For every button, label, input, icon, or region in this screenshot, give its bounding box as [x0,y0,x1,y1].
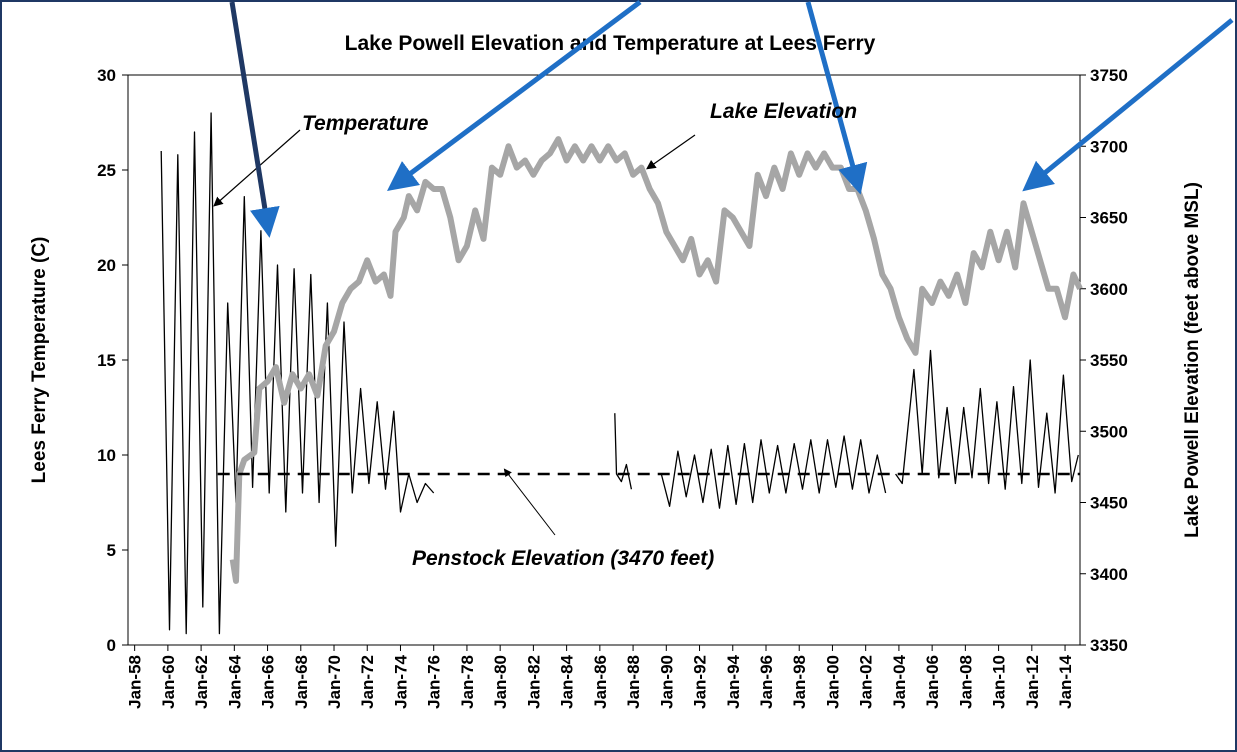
plot-area: 0 5 10 15 20 25 30 3350 3400 3450 3500 3550 3600 3650… [97,66,1128,709]
x-tick-label: Jan-66 [259,655,278,709]
penstock-annotation: Penstock Elevation (3470 feet) [412,547,714,570]
x-tick-label: Jan-58 [126,655,145,709]
chart-title: Lake Powell Elevation and Temperature at… [345,32,876,55]
x-tick-label: Jan-90 [657,655,676,709]
series-line [229,136,1083,584]
y2-axis-label: Lake Powell Elevation (feet above MSL) [1182,182,1203,538]
y-axis-label: Lees Ferry Temperature (C) [29,237,50,484]
x-tick-label: Jan-86 [591,655,610,709]
y2-tick-label: 3400 [1090,565,1128,584]
y-tick-label: 0 [107,636,116,655]
y2-tick-label: 3750 [1090,66,1128,85]
x-tick-label: Jan-76 [425,655,444,709]
y2-tick-label: 3600 [1090,280,1128,299]
annotation-arrows [213,0,1234,536]
x-tick-label: Jan-08 [956,655,975,709]
y-tick-label: 30 [97,66,116,85]
y-tick-label: 20 [97,256,116,275]
y2-tick-label: 3700 [1090,137,1128,156]
x-tick-label: Jan-02 [857,655,876,709]
x-tick-label: Jan-72 [358,655,377,709]
x-tick-label: Jan-60 [159,655,178,709]
x-tick-label: Jan-94 [724,654,743,708]
x-tick-label: Jan-84 [558,654,577,708]
y2-tick-label: 3650 [1090,209,1128,228]
x-tick-label: Jan-88 [624,655,643,709]
y-tick-label: 25 [97,161,116,180]
y2-tick-label: 3350 [1090,636,1128,655]
y2-tick-label: 3450 [1090,494,1128,513]
x-tick-label: Jan-10 [990,655,1009,709]
x-tick-label: Jan-96 [757,655,776,709]
x-tick-label: Jan-98 [790,655,809,709]
x-tick-label: Jan-92 [691,655,710,709]
x-tick-label: Jan-62 [192,655,211,709]
y-tick-label: 15 [97,351,116,370]
y-tick-label: 5 [107,541,116,560]
temperature-annotation: Temperature [302,112,429,135]
x-tick-label: Jan-06 [923,655,942,709]
y2-tick-label: 3550 [1090,351,1128,370]
x-tick-label: Jan-64 [225,654,244,708]
elevation-annotation: Lake Elevation [710,100,857,123]
x-tick-label: Jan-04 [890,654,909,708]
x-tick-label: Jan-78 [458,655,477,709]
x-tick-label: Jan-80 [491,655,510,709]
x-tick-label: Jan-70 [325,655,344,709]
x-tick-label: Jan-14 [1056,654,1075,708]
x-tick-label: Jan-82 [524,655,543,709]
x-tick-label: Jan-74 [391,654,410,708]
x-tick-label: Jan-12 [1023,655,1042,709]
y2-tick-label: 3500 [1090,422,1128,441]
x-tick-label: Jan-00 [823,655,842,709]
x-tick-label: Jan-68 [292,655,311,709]
y-tick-label: 10 [97,446,116,465]
